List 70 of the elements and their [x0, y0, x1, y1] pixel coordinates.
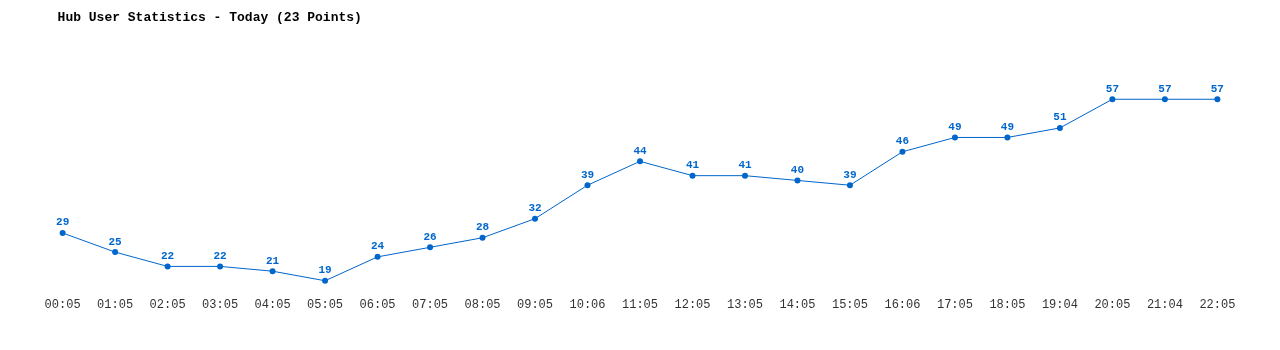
x-tick-label: 03:05 [202, 298, 239, 312]
point [427, 244, 434, 251]
point [1004, 134, 1011, 141]
point [951, 134, 958, 141]
x-tick-label: 20:05 [1094, 298, 1131, 312]
point [637, 158, 643, 165]
data-label: 21 [265, 254, 280, 267]
data-label: 40 [790, 163, 805, 176]
x-tick-label: 21:04 [1146, 298, 1183, 312]
x-tick-label: 01:05 [97, 298, 134, 312]
x-tick-label: 16:06 [884, 298, 921, 312]
point [1214, 96, 1221, 103]
x-tick-label: 10:06 [569, 298, 606, 312]
data-label: 39 [580, 168, 595, 181]
x-tick-label: 06:05 [359, 298, 396, 312]
point [1109, 96, 1116, 103]
x-tick-label: 09:05 [517, 298, 554, 312]
x-tick-label: 19:04 [1041, 298, 1078, 312]
point [322, 277, 329, 284]
data-label: 41 [738, 159, 752, 172]
x-tick-label: 00:05 [44, 298, 81, 312]
data-label: 32 [528, 202, 542, 215]
point [689, 172, 696, 179]
data-label: 57 [1158, 82, 1172, 95]
point [59, 229, 66, 236]
x-tick-label: 14:05 [779, 298, 816, 312]
point [1161, 96, 1168, 103]
data-label: 57 [1105, 82, 1119, 95]
data-label: 28 [475, 221, 490, 234]
point [374, 253, 381, 260]
point [217, 263, 224, 270]
point [584, 182, 591, 189]
data-label: 49 [1000, 120, 1015, 133]
x-tick-label: 05:05 [307, 298, 344, 312]
point [741, 172, 748, 179]
point [479, 234, 486, 241]
point [794, 177, 801, 184]
x-tick-label: 13:05 [726, 298, 763, 312]
data-label: 25 [108, 235, 123, 248]
data-label: 22 [213, 249, 227, 262]
point [164, 263, 171, 270]
x-tick-label: 04:05 [254, 298, 291, 312]
x-tick-label: 17:05 [936, 298, 973, 312]
data-label: 22 [161, 249, 175, 262]
point [846, 182, 853, 189]
data-label: 19 [318, 264, 332, 277]
data-label: 41 [685, 159, 700, 172]
data-label: 51 [1053, 111, 1067, 124]
point [1056, 124, 1063, 131]
x-tick-label: 02:05 [149, 298, 186, 312]
x-tick-label: 07:05 [412, 298, 449, 312]
data-label: 29 [56, 216, 70, 229]
x-tick-label: 08:05 [464, 298, 501, 312]
point [112, 249, 119, 256]
data-label: 26 [423, 230, 437, 243]
data-label: 49 [948, 120, 962, 133]
x-tick-label: 15:05 [831, 298, 868, 312]
data-label: 57 [1210, 82, 1224, 95]
point [899, 148, 906, 155]
chart-title: Hub User Statistics - Today (23 Points) [57, 10, 362, 26]
x-tick-label: 12:05 [674, 298, 711, 312]
data-label: 44 [633, 144, 647, 157]
x-tick-label: 11:05 [621, 298, 659, 312]
point [532, 215, 539, 222]
x-tick-label: 22:05 [1199, 298, 1236, 312]
point [269, 268, 276, 275]
data-label: 46 [895, 135, 910, 148]
data-label: 39 [843, 168, 857, 181]
x-tick-label: 18:05 [989, 298, 1026, 312]
data-label: 24 [370, 240, 385, 253]
